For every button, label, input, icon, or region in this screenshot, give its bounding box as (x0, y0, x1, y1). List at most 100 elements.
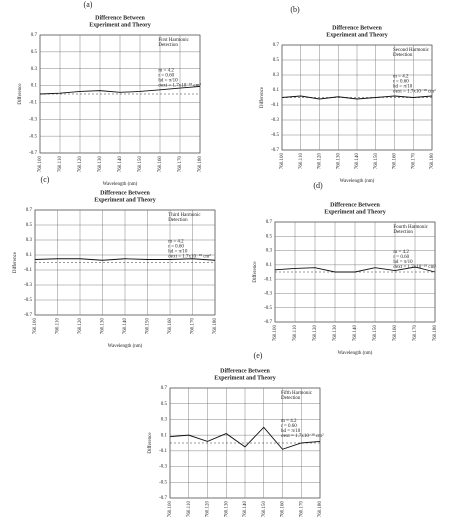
parameter: hd = π/10 (393, 260, 413, 265)
y-tick-label: -0.7 (271, 148, 279, 153)
x-tick-label: 760.100 (33, 318, 38, 335)
x-tick-label: 760.160 (168, 318, 173, 335)
annotation: Detection (393, 230, 413, 235)
y-tick-label: 0.3 (31, 67, 38, 72)
y-axis-label: Difference (253, 261, 258, 283)
x-tick-label: 760.180 (433, 325, 438, 342)
x-tick-label: 760.130 (224, 501, 229, 518)
y-tick-label: 0.5 (161, 402, 168, 407)
x-tick-label: 760.100 (38, 156, 43, 173)
parameter: σext = 1.7x10⁻¹⁸ cm² (393, 264, 436, 270)
y-tick-label: -0.3 (24, 283, 32, 288)
y-tick-label: -0.3 (29, 117, 37, 122)
y-tick-label: 0.1 (266, 263, 273, 268)
x-tick-label: 760.120 (78, 156, 83, 173)
parameter: σext = 1.7x10⁻¹⁸ cm² (158, 83, 201, 89)
parameter: m = 4.2 (281, 419, 297, 424)
annotation: Third Harmonic (168, 213, 201, 218)
x-tick-label: 760.110 (58, 156, 63, 173)
y-tick-label: 0.7 (161, 386, 168, 391)
y-tick-label: 0.7 (31, 33, 38, 38)
y-tick-label: 0.7 (26, 208, 33, 213)
parameter: m = 4.2 (393, 250, 409, 255)
x-tick-label: 760.120 (206, 501, 211, 518)
y-tick-label: -0.7 (264, 320, 272, 325)
panel-label: (e) (254, 351, 263, 360)
y-tick-label: 0.1 (161, 433, 168, 438)
y-tick-label: -0.1 (264, 277, 272, 282)
y-tick-label: 0.1 (273, 88, 280, 93)
y-tick-label: 0.3 (273, 73, 280, 78)
x-tick-label: 760.140 (353, 325, 358, 342)
y-tick-label: 0.3 (266, 249, 273, 254)
y-tick-label: -0.5 (264, 306, 272, 311)
x-tick-label: 760.140 (118, 156, 123, 173)
x-tick-label: 760.100 (273, 325, 278, 342)
parameter: m = 4.2 (168, 240, 184, 245)
y-axis-label: Difference (260, 86, 265, 108)
parameter: hd = π/10 (281, 429, 301, 434)
x-tick-label: 760.160 (393, 325, 398, 342)
x-axis-label: Wavelength (nm) (103, 182, 138, 187)
x-tick-label: 760.170 (178, 156, 183, 173)
parameter: r = 0.60 (158, 74, 174, 79)
x-tick-label: 760.120 (318, 153, 323, 170)
chart-title: Experiment and Theory (324, 209, 386, 215)
y-tick-label: 0.5 (266, 234, 273, 239)
x-tick-label: 760.180 (213, 318, 218, 335)
annotation: Fourth Harmonic (393, 225, 428, 230)
panel-label: (a) (84, 0, 93, 9)
y-tick-label: 0.7 (273, 43, 280, 48)
x-axis-label: Wavelength (nm) (108, 344, 143, 349)
y-tick-label: -0.1 (159, 449, 167, 454)
chart-title: Difference Between (95, 15, 145, 21)
y-tick-label: -0.3 (159, 465, 167, 470)
data-line (39, 85, 201, 95)
x-tick-label: 760.180 (430, 153, 435, 170)
x-tick-label: 760.160 (393, 153, 398, 170)
y-tick-label: -0.1 (24, 268, 32, 273)
y-tick-label: 0.1 (31, 84, 38, 89)
x-tick-label: 760.160 (281, 501, 286, 518)
y-axis-label: Difference (18, 83, 23, 105)
parameter: r = 0.60 (168, 245, 184, 250)
x-tick-label: 760.170 (191, 318, 196, 335)
parameter: m = 4.2 (393, 75, 409, 80)
chart-title: Difference Between (332, 25, 382, 31)
chart-title: Experiment and Theory (94, 197, 156, 203)
data-line (274, 266, 436, 273)
parameter: r = 0.60 (393, 255, 409, 260)
y-tick-label: -0.5 (271, 133, 279, 138)
x-axis-label: Wavelength (nm) (340, 179, 375, 184)
parameter: m = 4.2 (158, 69, 174, 74)
panel-label: (b) (290, 5, 300, 14)
x-tick-label: 760.100 (168, 501, 173, 518)
x-tick-label: 760.180 (318, 501, 323, 518)
x-tick-label: 760.120 (313, 325, 318, 342)
x-tick-label: 760.170 (299, 501, 304, 518)
y-tick-label: -0.7 (159, 496, 167, 501)
y-tick-label: -0.3 (271, 118, 279, 123)
parameter: hd = π/10 (168, 250, 188, 255)
x-tick-label: 760.110 (299, 153, 304, 170)
chart-title: Experiment and Theory (326, 32, 388, 38)
annotation: Second Harmonic (393, 48, 430, 53)
parameter: σext = 1.7x10⁻¹⁸ cm² (281, 433, 324, 439)
y-tick-label: -0.1 (271, 103, 279, 108)
y-tick-label: -0.5 (29, 134, 37, 139)
y-tick-label: -0.3 (264, 292, 272, 297)
y-axis-label: Difference (148, 432, 153, 454)
chart-title: Experiment and Theory (214, 375, 276, 381)
x-tick-label: 760.150 (138, 156, 143, 173)
parameter: σext = 1.7x10⁻¹⁸ cm² (168, 254, 211, 260)
parameter: r = 0.60 (393, 80, 409, 85)
data-line (169, 426, 321, 450)
parameter: hd = π/10 (393, 85, 413, 90)
y-tick-label: 0.7 (266, 220, 273, 225)
y-tick-label: -0.7 (24, 313, 32, 318)
x-tick-label: 760.170 (413, 325, 418, 342)
chart-title: Experiment and Theory (89, 22, 151, 28)
x-tick-label: 760.130 (333, 325, 338, 342)
